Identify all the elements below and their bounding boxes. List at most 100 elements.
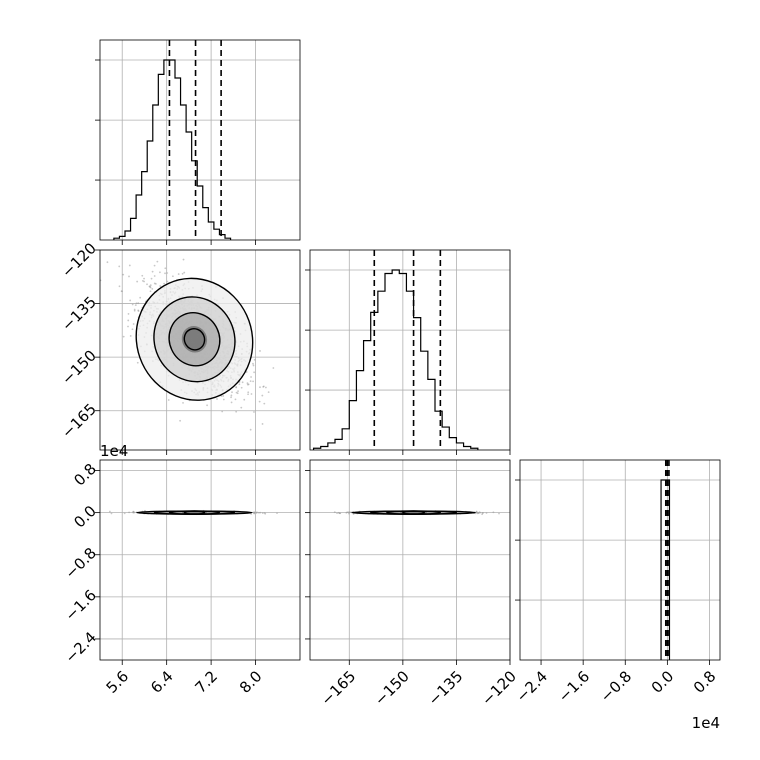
sample-point	[482, 511, 485, 514]
sample-point	[252, 364, 255, 367]
sample-point	[222, 395, 225, 397]
sample-point	[235, 391, 238, 394]
sample-point	[143, 277, 145, 280]
sample-point	[253, 371, 256, 374]
sample-point	[475, 511, 478, 513]
sample-point	[249, 380, 252, 383]
x-offset-label: 1e4	[692, 714, 720, 732]
panel-1-1	[305, 249, 511, 455]
sample-point	[156, 260, 159, 263]
sample-point	[146, 283, 148, 286]
sample-point	[221, 410, 224, 413]
sample-point	[247, 383, 250, 386]
sample-point	[222, 398, 225, 401]
x-tick-label: −165	[317, 667, 359, 709]
sample-point	[206, 404, 208, 407]
sample-point	[133, 309, 136, 312]
sample-point	[132, 323, 135, 325]
panel-frame	[99, 459, 301, 661]
sample-point	[263, 402, 266, 405]
sample-point	[352, 513, 355, 515]
contour-3	[183, 510, 206, 515]
x-tick-label: −2.4	[513, 667, 551, 705]
sample-point	[150, 277, 153, 280]
contour-1	[153, 296, 236, 383]
panel-2-2	[515, 459, 721, 665]
sample-point	[151, 287, 154, 290]
y-tick-label: 0.0	[70, 502, 100, 532]
sample-point	[249, 428, 252, 431]
sample-point	[159, 271, 161, 274]
sample-point	[253, 512, 256, 515]
sample-point	[261, 394, 264, 397]
sample-point	[135, 302, 138, 305]
sample-point	[250, 393, 253, 395]
sample-point	[164, 267, 167, 270]
sample-point	[230, 396, 232, 399]
sample-point	[127, 319, 130, 322]
sample-point	[118, 285, 121, 288]
sample-point	[132, 511, 134, 514]
sample-point	[137, 302, 140, 305]
sample-point	[276, 512, 278, 515]
x-tick-label: 5.6	[103, 667, 133, 697]
sample-point	[127, 313, 130, 315]
sample-point	[259, 350, 261, 352]
x-tick-label: 0.0	[648, 667, 678, 697]
sample-point	[234, 398, 237, 401]
sample-point	[136, 280, 139, 283]
x-tick-label: 6.4	[147, 667, 177, 697]
sample-point	[250, 376, 252, 378]
sample-point	[333, 511, 336, 514]
sample-point	[492, 511, 495, 514]
sample-point	[258, 400, 261, 403]
sample-point	[122, 335, 125, 338]
sample-point	[348, 512, 350, 515]
sample-point	[230, 394, 233, 397]
sample-point	[127, 325, 129, 328]
sample-point	[133, 308, 136, 311]
y-tick-label: −150	[58, 346, 100, 388]
y-tick-label: 0.8	[70, 460, 100, 490]
sample-point	[149, 285, 151, 288]
sample-point	[182, 401, 184, 404]
sample-point	[272, 367, 275, 369]
joint-1-0	[100, 258, 275, 431]
sample-point	[479, 511, 481, 514]
sample-point	[118, 265, 121, 268]
x-tick-label: 7.2	[192, 667, 222, 697]
y-tick-label: −2.4	[62, 628, 100, 666]
joint-2-0	[108, 509, 278, 516]
sample-point	[230, 401, 233, 404]
sample-point	[476, 512, 479, 515]
sample-point	[163, 282, 166, 285]
sample-point	[183, 271, 186, 274]
sample-point	[235, 386, 238, 389]
panel-frame	[519, 459, 721, 661]
sample-point	[122, 273, 125, 276]
sample-point	[252, 362, 254, 365]
density-level-3	[181, 326, 208, 353]
sample-point	[252, 380, 254, 383]
sample-point	[129, 335, 132, 337]
sample-point	[120, 290, 123, 293]
sample-point	[141, 274, 144, 277]
sample-point	[257, 511, 260, 514]
sample-point	[106, 261, 109, 264]
contour-3	[402, 510, 425, 515]
sample-point	[336, 512, 338, 514]
sample-point	[216, 398, 218, 400]
y-offset-label: 1e4	[100, 442, 128, 460]
histogram-0	[113, 59, 232, 240]
sample-point	[240, 386, 243, 389]
y-tick-label: −135	[58, 293, 100, 335]
panel-2-1	[305, 459, 511, 665]
contour-0	[135, 277, 254, 401]
contour-3	[183, 327, 206, 351]
sample-point	[237, 390, 239, 393]
y-tick-label: −165	[58, 400, 100, 442]
sample-point	[267, 391, 270, 393]
sample-point	[481, 513, 484, 516]
panel-1-0	[95, 249, 301, 455]
